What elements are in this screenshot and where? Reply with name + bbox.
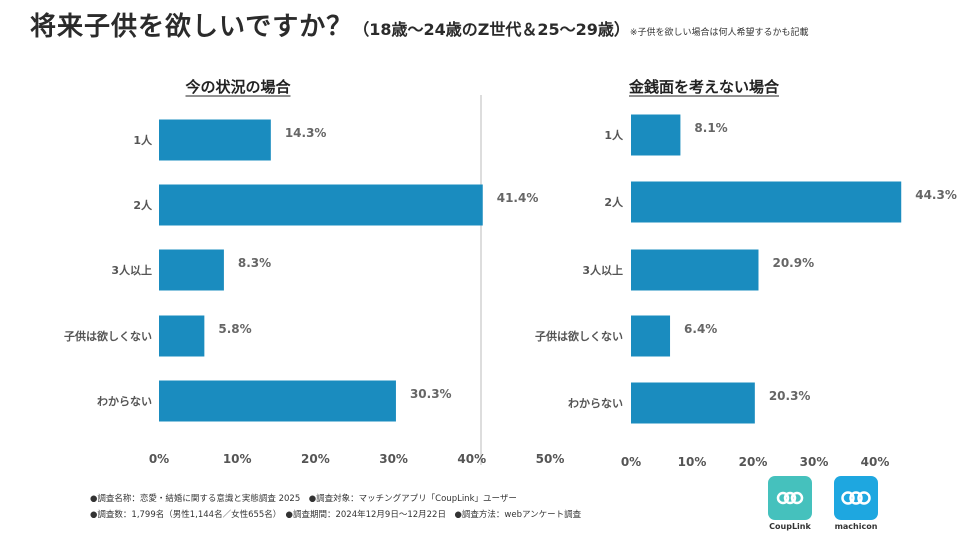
left-value-label: 41.4% [497, 191, 539, 205]
left-tick-label: 50% [536, 452, 565, 466]
left-value-label: 5.8% [218, 322, 251, 336]
left-tick-label: 20% [301, 452, 330, 466]
right-value-label: 8.1% [694, 121, 727, 135]
right-bar [631, 315, 671, 357]
right-tick-label: 0% [621, 455, 641, 469]
right-value-label: 20.9% [772, 256, 814, 270]
left-value-label: 14.3% [285, 126, 327, 140]
title-row: 将来子供を欲しいですか？（18歳～24歳のZ世代＆25～29歳）※子供を欲しい場… [30, 6, 950, 46]
footer-line-1: ●調査名称：恋愛・結婚に関する意識と実態調査 2025 ●調査対象：マッチングア… [90, 494, 517, 504]
right-category-label: 2人 [604, 195, 624, 209]
right-value-label: 44.3% [915, 188, 957, 202]
right-tick-label: 10% [678, 455, 707, 469]
right-category-label: 3人以上 [582, 263, 623, 277]
left-category-label: 1人 [133, 133, 153, 147]
right-bar [631, 114, 681, 156]
page-title: 将来子供を欲しいですか？ [30, 12, 354, 42]
left-chart-title: 今の状況の場合 [184, 78, 291, 96]
right-tick-label: 20% [739, 455, 768, 469]
machicon-logo [834, 476, 878, 520]
couplink-label: CoupLink [769, 522, 811, 531]
right-category-label: 1人 [604, 128, 624, 142]
machicon-label: machicon [834, 522, 878, 531]
left-bar [159, 184, 483, 226]
right-bar [631, 382, 755, 424]
right-category-label: 子供は欲しくない [535, 329, 623, 343]
right-category-label: わからない [568, 397, 623, 410]
left-category-label: わからない [97, 395, 152, 408]
left-tick-label: 40% [457, 452, 486, 466]
couplink-icon [776, 491, 804, 505]
left-tick-label: 30% [379, 452, 408, 466]
page-subtitle: （18歳～24歳のZ世代＆25～29歳） [353, 20, 630, 39]
machicon-icon [841, 491, 871, 505]
left-category-label: 2人 [133, 198, 153, 212]
left-category-label: 子供は欲しくない [64, 329, 152, 343]
footer-line-2: ●調査数：1,799名（男性1,144名／女性655名） ●調査期間：2024年… [90, 510, 582, 520]
left-bar [159, 249, 224, 291]
left-bar [159, 119, 271, 161]
left-bar [159, 380, 396, 422]
right-bar [631, 181, 902, 223]
right-value-label: 6.4% [684, 322, 717, 336]
left-bar [159, 315, 205, 357]
left-value-label: 8.3% [238, 256, 271, 270]
left-tick-label: 10% [223, 452, 252, 466]
right-chart-title: 金銭面を考えない場合 [628, 78, 780, 96]
right-bar [631, 249, 759, 291]
left-tick-label: 0% [149, 452, 169, 466]
right-tick-label: 30% [800, 455, 829, 469]
right-tick-label: 40% [861, 455, 890, 469]
title-note: ※子供を欲しい場合は何人希望するかも記載 [629, 28, 809, 38]
left-value-label: 30.3% [410, 387, 452, 401]
left-category-label: 3人以上 [111, 263, 152, 277]
couplink-logo [768, 476, 812, 520]
right-value-label: 20.3% [769, 389, 811, 403]
